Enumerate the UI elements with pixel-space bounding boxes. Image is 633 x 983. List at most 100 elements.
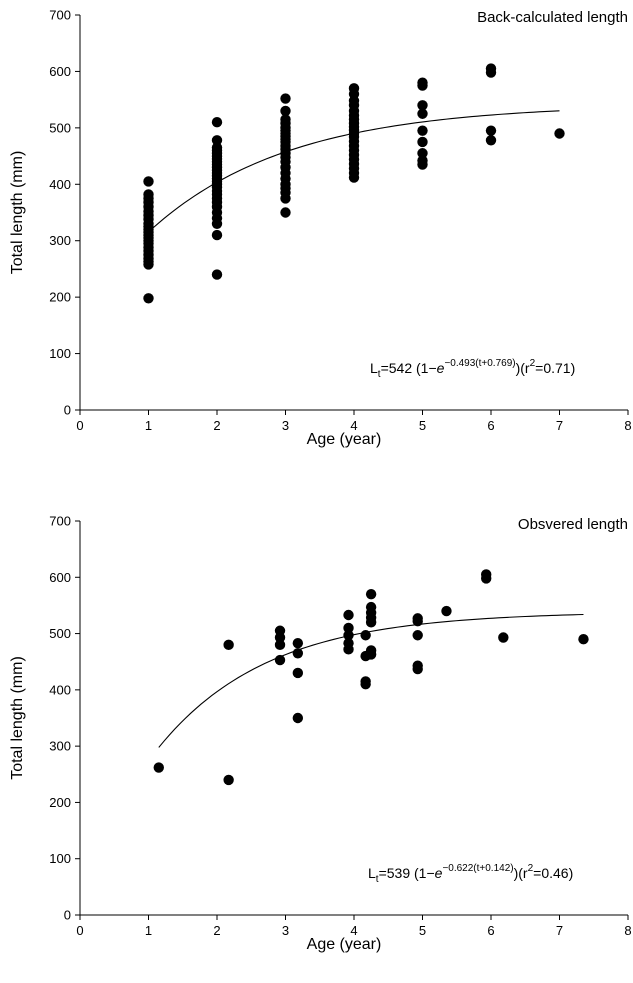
data-point (360, 630, 371, 641)
data-point (292, 667, 304, 679)
x-tick-label: 5 (419, 418, 426, 433)
data-point (292, 712, 304, 724)
equation-main: =539 (1− (379, 865, 435, 881)
data-point (441, 605, 452, 617)
data-point (280, 114, 291, 125)
y-tick-label: 400 (49, 177, 71, 192)
equation-main: =542 (1− (381, 360, 437, 376)
equation-r2sup: 2 (530, 358, 536, 369)
x-tick-label: 5 (419, 923, 426, 938)
panel-title: Back-calculated length (477, 9, 628, 26)
y-tick-label: 600 (49, 64, 71, 79)
fit-equation: Lt=539 (1−e−0.622(t+0.142))(r2=0.46) (368, 863, 573, 885)
data-point (211, 117, 223, 128)
panel-title: Obsvered length (518, 516, 628, 533)
y-tick-label: 100 (49, 851, 71, 866)
data-point (274, 632, 286, 643)
x-tick-label: 7 (556, 923, 563, 938)
data-point (412, 615, 423, 627)
y-tick-label: 100 (49, 346, 71, 361)
data-point (292, 648, 304, 659)
chart-back-calculated: 0 100 200 300 400 500 600 700 0 1 2 3 4 5 6 7 8 Age (year… (9, 8, 632, 449)
y-tick-label: 600 (49, 570, 71, 585)
y-tick-label: 700 (49, 514, 71, 529)
data-point (417, 100, 428, 111)
data-point (481, 573, 492, 584)
data-point (280, 207, 291, 218)
equation-prefix: L (370, 360, 378, 376)
x-tick-label: 4 (350, 418, 357, 433)
y-tick-label: 300 (49, 739, 71, 754)
data-point (343, 609, 354, 621)
x-axis-label: Age (year) (307, 431, 382, 448)
y-axis-label: Total length (mm) (9, 656, 26, 780)
equation-prefix: L (368, 865, 376, 881)
y-tick-label: 300 (49, 233, 71, 248)
data-point (280, 105, 291, 117)
equation-suffix: )(r (514, 865, 528, 881)
data-point (485, 125, 497, 136)
y-tick-label: 400 (49, 682, 71, 697)
data-point (365, 649, 377, 660)
y-tick-label: 0 (64, 908, 71, 923)
equation-e: e (437, 360, 445, 376)
y-tick-label: 700 (49, 8, 71, 23)
y-tick-label: 200 (49, 795, 71, 810)
x-tick-label: 0 (76, 418, 83, 433)
x-tick-label: 7 (556, 418, 563, 433)
data-point (143, 176, 154, 187)
data-point (412, 630, 423, 641)
data-point (343, 622, 354, 634)
x-tick-label: 6 (487, 923, 494, 938)
data-point (365, 588, 377, 600)
data-point (485, 135, 497, 146)
x-tick-label: 8 (624, 418, 631, 433)
equation-sub: t (378, 369, 381, 380)
data-point (274, 654, 286, 666)
data-point (143, 189, 154, 200)
data-point (485, 63, 497, 74)
equation-r2value: =0.46) (533, 865, 573, 881)
data-point (211, 135, 223, 146)
data-point (153, 762, 164, 773)
x-tick-label: 2 (213, 923, 220, 938)
equation-e: e (435, 865, 443, 881)
chart-observed: 0 100 200 300 400 500 600 700 0 1 2 3 4 5 6 7 8 Age (year… (9, 514, 632, 954)
x-tick-label: 3 (282, 418, 289, 433)
equation-r2value: =0.71) (535, 360, 575, 376)
x-tick-label: 8 (624, 923, 631, 938)
data-point (417, 77, 428, 88)
data-point (211, 229, 223, 241)
x-tick-label: 6 (487, 418, 494, 433)
equation-sub: t (376, 874, 379, 885)
data-point (343, 644, 354, 655)
data-point (417, 136, 428, 148)
data-point (223, 639, 234, 651)
fitted-curve (158, 613, 584, 748)
x-tick-label: 0 (76, 923, 83, 938)
data-point (417, 148, 428, 159)
data-point (274, 639, 286, 651)
equation-sup: −0.493(t+0.769) (444, 358, 515, 369)
data-point (498, 632, 509, 643)
equation-r2sup: 2 (528, 863, 534, 874)
x-tick-label: 4 (350, 923, 357, 938)
y-axis-label: Total length (mm) (9, 151, 26, 275)
x-tick-label: 1 (145, 923, 152, 938)
data-point (417, 125, 428, 136)
data-point (211, 269, 223, 280)
x-tick-label: 2 (213, 418, 220, 433)
data-point (343, 630, 354, 641)
data-point (348, 83, 360, 94)
data-point (360, 679, 371, 690)
data-point (211, 142, 223, 153)
fit-equation: Lt=542 (1−e−0.493(t+0.769))(r2=0.71) (370, 358, 575, 380)
data-point (417, 155, 428, 166)
data-point (417, 108, 428, 119)
y-tick-label: 500 (49, 120, 71, 135)
x-tick-label: 1 (145, 418, 152, 433)
y-tick-label: 200 (49, 290, 71, 305)
y-tick-label: 0 (64, 403, 71, 418)
equation-sup: −0.622(t+0.142) (442, 863, 513, 874)
x-tick-label: 3 (282, 923, 289, 938)
